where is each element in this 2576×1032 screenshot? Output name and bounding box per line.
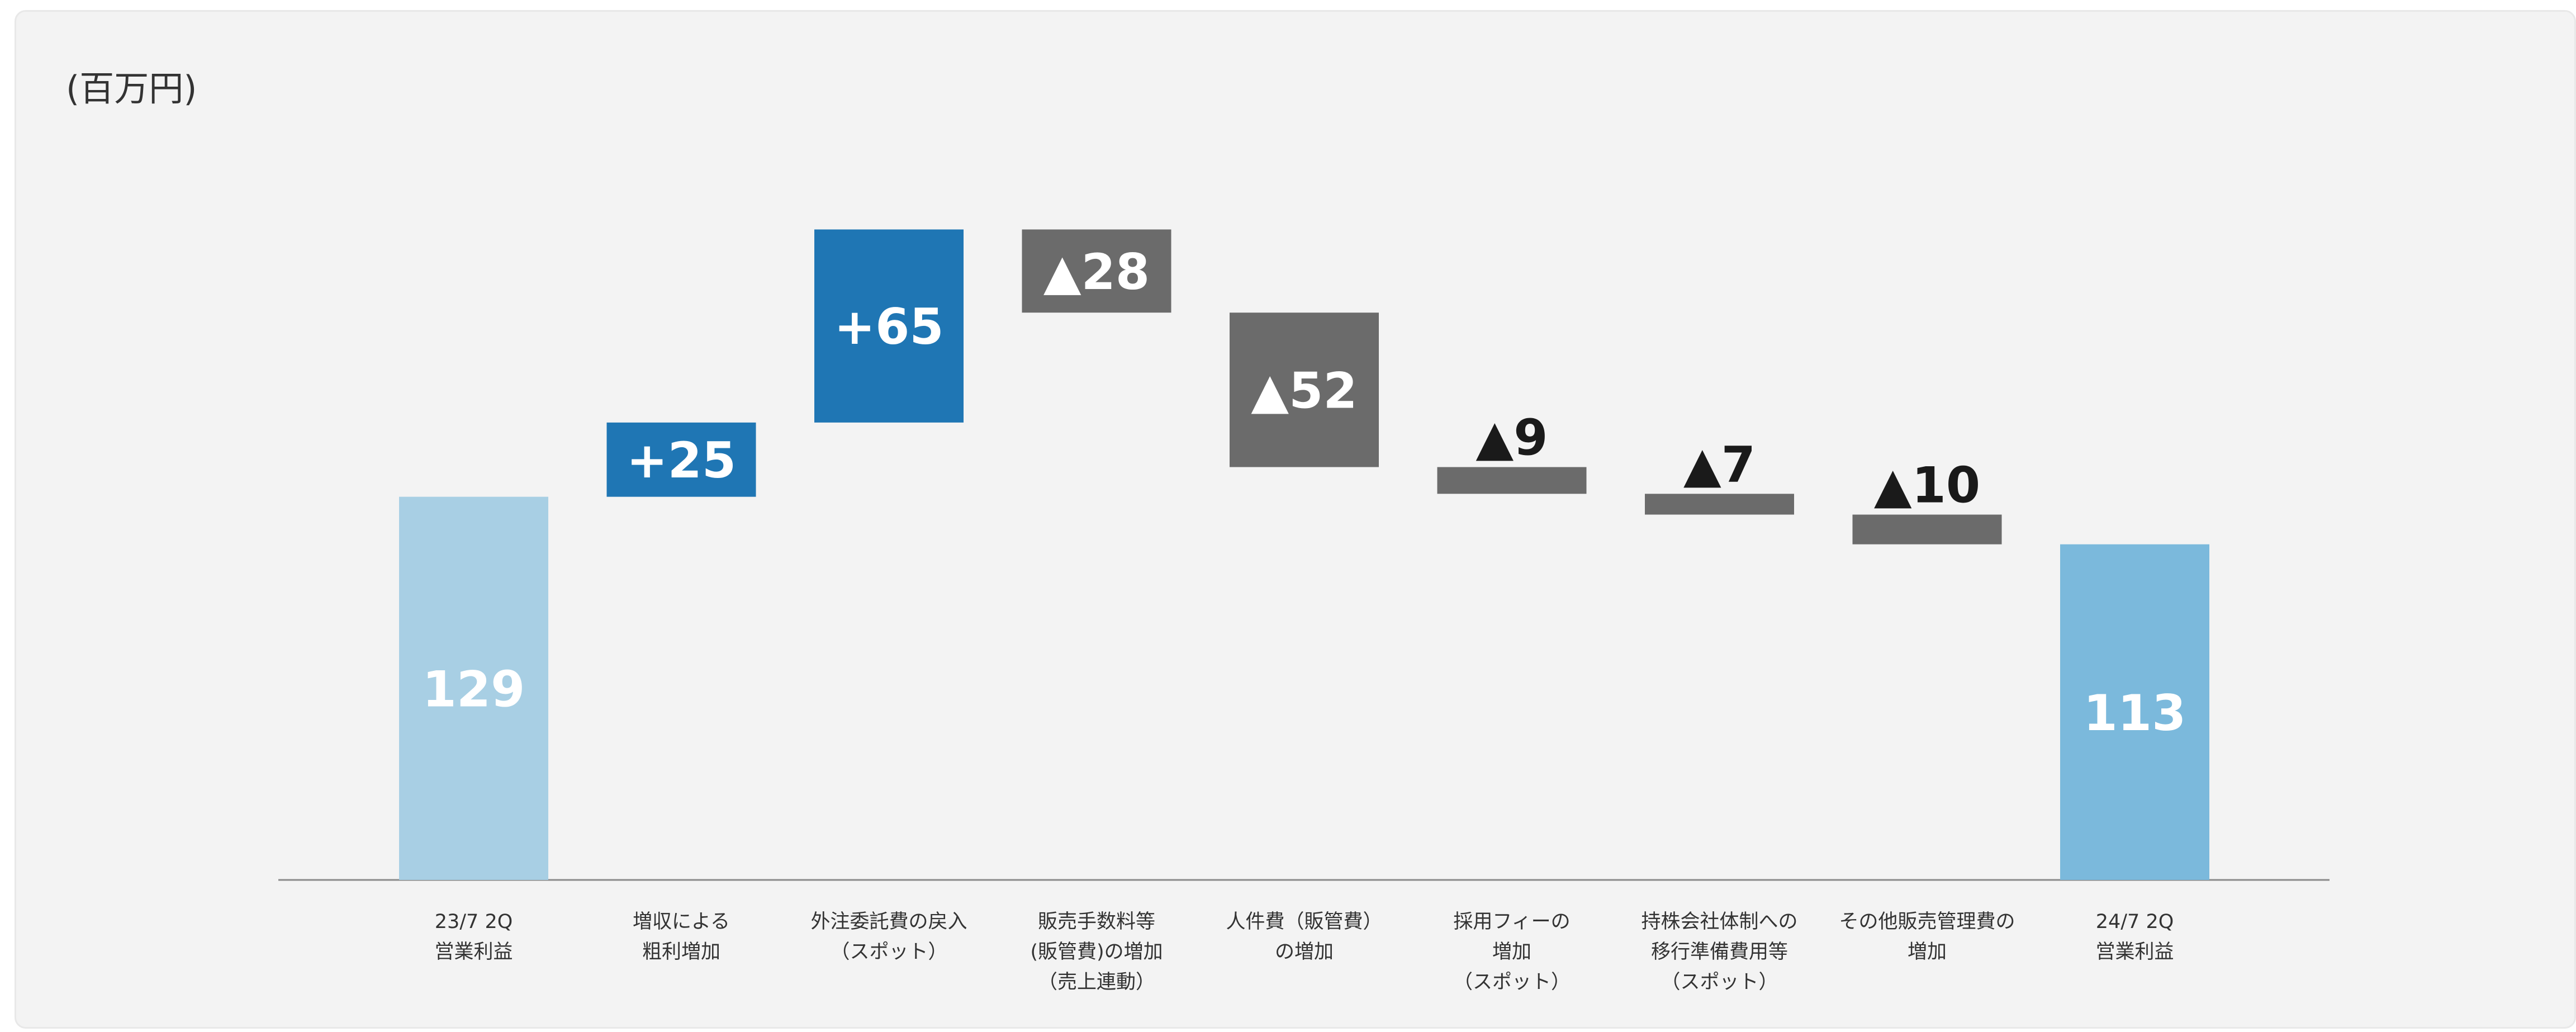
category-label-8: その他販売管理費の増加 xyxy=(1839,911,2015,963)
bar-6 xyxy=(1437,467,1587,494)
category-label-7: 持株会社体制への移行準備費用等（スポット） xyxy=(1641,911,1797,993)
bar-value-label-1: 129 xyxy=(423,660,525,718)
bar-value-label-3: +65 xyxy=(834,298,943,356)
bar-value-label-4: ▲28 xyxy=(1043,243,1150,301)
bar-9 xyxy=(2060,544,2209,880)
bar-value-label-2: +25 xyxy=(627,432,736,489)
bar-1 xyxy=(399,496,548,880)
bar-value-label-9: 113 xyxy=(2084,684,2186,742)
bar-2 xyxy=(606,422,756,497)
category-label-3: 外注委託費の戻入（スポット） xyxy=(810,911,967,963)
category-label-6: 採用フィーの増加（スポット） xyxy=(1453,911,1571,993)
category-label-2: 増収による粗利増加 xyxy=(633,911,730,963)
bar-value-label-8: ▲10 xyxy=(1874,457,1980,514)
bar-5 xyxy=(1230,313,1379,467)
bar-value-label-7: ▲7 xyxy=(1683,435,1756,493)
bar-4 xyxy=(1022,229,1171,313)
category-label-4: 販売手数料等(販管費)の増加（売上連動） xyxy=(1030,911,1163,993)
bar-8 xyxy=(1852,514,2002,545)
category-label-1: 23/7 2Q 営業利益 xyxy=(434,911,513,963)
category-label-9: 24/7 2Q 営業利益 xyxy=(2095,911,2174,963)
category-label-5: 人件費（販管費）の増加 xyxy=(1226,911,1382,963)
bar-value-label-5: ▲52 xyxy=(1251,362,1357,419)
bar-3 xyxy=(814,229,964,423)
bar-value-label-6: ▲9 xyxy=(1476,409,1548,466)
bar-7 xyxy=(1645,494,1794,515)
unit-label: (百万円) xyxy=(66,68,197,109)
